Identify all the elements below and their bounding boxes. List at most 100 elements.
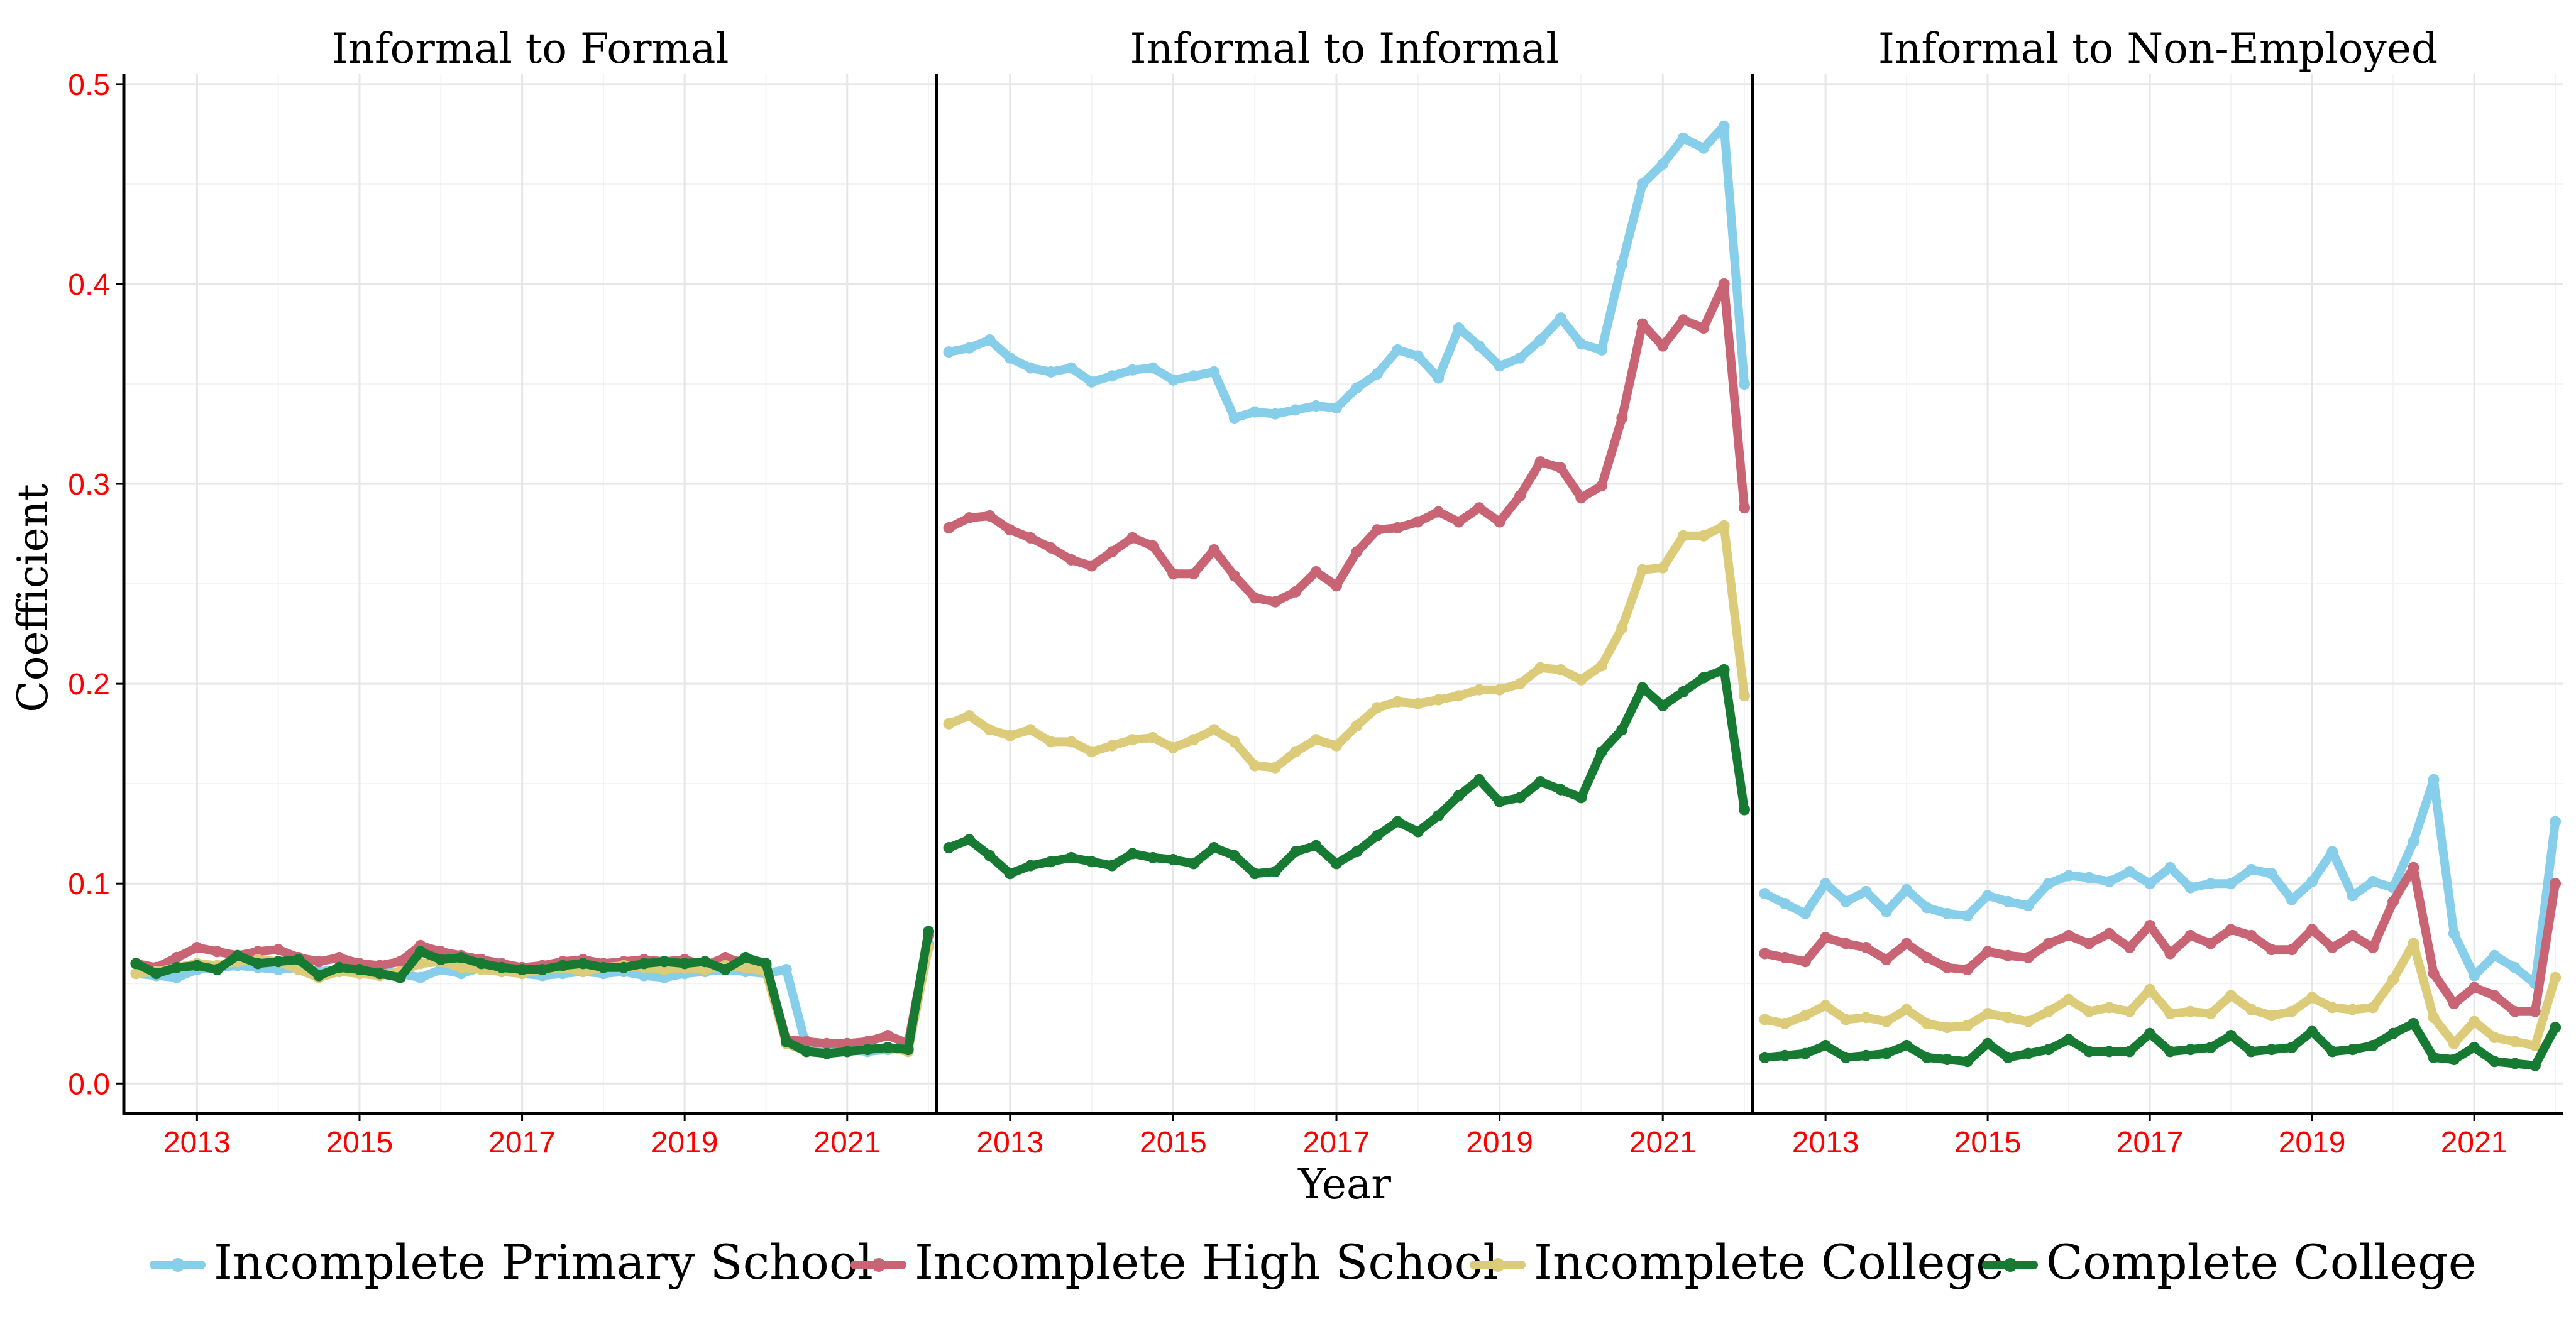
series-line-complete-college: [1760, 1019, 2560, 1070]
data-point: [557, 960, 569, 971]
data-point: [1921, 1051, 1933, 1063]
data-point: [1739, 690, 1750, 702]
data-point: [2448, 998, 2460, 1010]
data-point: [2550, 878, 2562, 890]
data-point: [2326, 1002, 2338, 1014]
data-point: [2204, 938, 2216, 949]
data-point: [984, 850, 996, 861]
data-point: [150, 968, 162, 980]
data-point: [1086, 376, 1098, 388]
data-point: [2103, 876, 2115, 887]
data-point: [2164, 861, 2176, 873]
data-point: [1901, 938, 1913, 949]
data-point: [2022, 1047, 2034, 1059]
y-axis-title: Coefficient: [9, 484, 57, 712]
data-point: [1860, 1012, 1872, 1024]
data-point: [394, 971, 406, 983]
data-point: [1759, 888, 1771, 900]
data-point: [1310, 840, 1322, 851]
data-point: [1086, 746, 1098, 758]
data-point: [740, 961, 752, 973]
data-point: [1494, 796, 1505, 807]
data-point: [1657, 158, 1669, 170]
data-point: [2083, 1046, 2095, 1058]
data-point: [1147, 362, 1159, 374]
data-point: [1392, 816, 1404, 828]
data-point: [2489, 949, 2501, 961]
data-point: [1616, 412, 1628, 424]
data-point: [1473, 684, 1485, 696]
x-tick-label: 2017: [488, 1126, 556, 1159]
data-point: [1880, 954, 1892, 966]
data-point: [414, 971, 426, 983]
data-point: [2347, 929, 2359, 941]
data-point: [1371, 368, 1383, 380]
data-point: [2204, 1008, 2216, 1019]
data-point: [2002, 1012, 2014, 1024]
data-point: [2408, 836, 2419, 848]
data-point: [2002, 895, 2014, 907]
data-point: [1514, 678, 1526, 690]
data-point: [1106, 740, 1118, 752]
data-point: [638, 958, 650, 970]
panel-1: 2013 2015 2017 2019 2021 0.0 0.1 0.2 0.3 0.4 0.5 In…: [68, 25, 937, 1159]
x-tick-label: 2017: [2116, 1126, 2184, 1159]
data-point: [801, 1046, 813, 1058]
x-tick-label: 2015: [1140, 1126, 1207, 1159]
y-tick-label: 0.5: [68, 68, 110, 102]
data-point: [1636, 564, 1648, 576]
data-point: [211, 946, 223, 958]
data-point: [1106, 860, 1118, 872]
data-point: [1249, 868, 1261, 880]
data-point: [1718, 664, 1730, 675]
data-point: [2022, 951, 2034, 963]
data-point: [1167, 568, 1179, 580]
data-point: [2123, 1046, 2135, 1058]
legend-swatch-point: [2003, 1258, 2017, 1272]
data-point: [1167, 854, 1179, 865]
data-point: [1880, 1047, 1892, 1059]
data-point: [1290, 586, 1302, 598]
data-point: [597, 961, 609, 973]
data-point: [2550, 971, 2562, 983]
data-point: [2123, 1005, 2135, 1017]
data-point: [1595, 746, 1607, 758]
data-point: [1840, 895, 1852, 907]
x-tick-label: 2019: [651, 1126, 718, 1159]
data-point: [943, 522, 955, 533]
data-point: [1779, 951, 1791, 963]
data-point: [1961, 910, 1973, 922]
x-tick-label: 2015: [1954, 1126, 2022, 1159]
data-point: [862, 1044, 874, 1056]
data-point: [1208, 366, 1220, 378]
data-point: [1310, 400, 1322, 412]
data-point: [2387, 973, 2399, 985]
data-point: [394, 956, 406, 968]
panel-title: Informal to Informal: [1130, 25, 1560, 73]
data-point: [923, 926, 935, 938]
data-point: [1433, 694, 1445, 706]
data-point: [191, 960, 203, 971]
data-point: [1086, 856, 1098, 868]
data-point: [1575, 674, 1587, 686]
data-point: [2184, 882, 2196, 894]
data-point: [2347, 1044, 2359, 1056]
data-point: [2550, 1022, 2562, 1034]
data-point: [638, 970, 650, 982]
data-point: [1433, 506, 1445, 518]
data-point: [1269, 866, 1281, 878]
data-point: [1534, 334, 1546, 346]
x-tick-label: 2021: [813, 1126, 881, 1159]
data-point: [1779, 898, 1791, 909]
legend-label: Complete College: [2046, 1234, 2477, 1290]
data-point: [313, 970, 325, 982]
data-point: [1208, 842, 1220, 853]
legend-swatch-point: [1491, 1258, 1505, 1272]
data-point: [1249, 592, 1261, 604]
data-point: [2184, 1044, 2196, 1056]
data-point: [1759, 948, 1771, 960]
data-point: [1901, 883, 1913, 895]
data-point: [1065, 736, 1077, 748]
data-point: [1961, 1056, 1973, 1068]
panel-title: Informal to Non-Employed: [1878, 25, 2438, 73]
